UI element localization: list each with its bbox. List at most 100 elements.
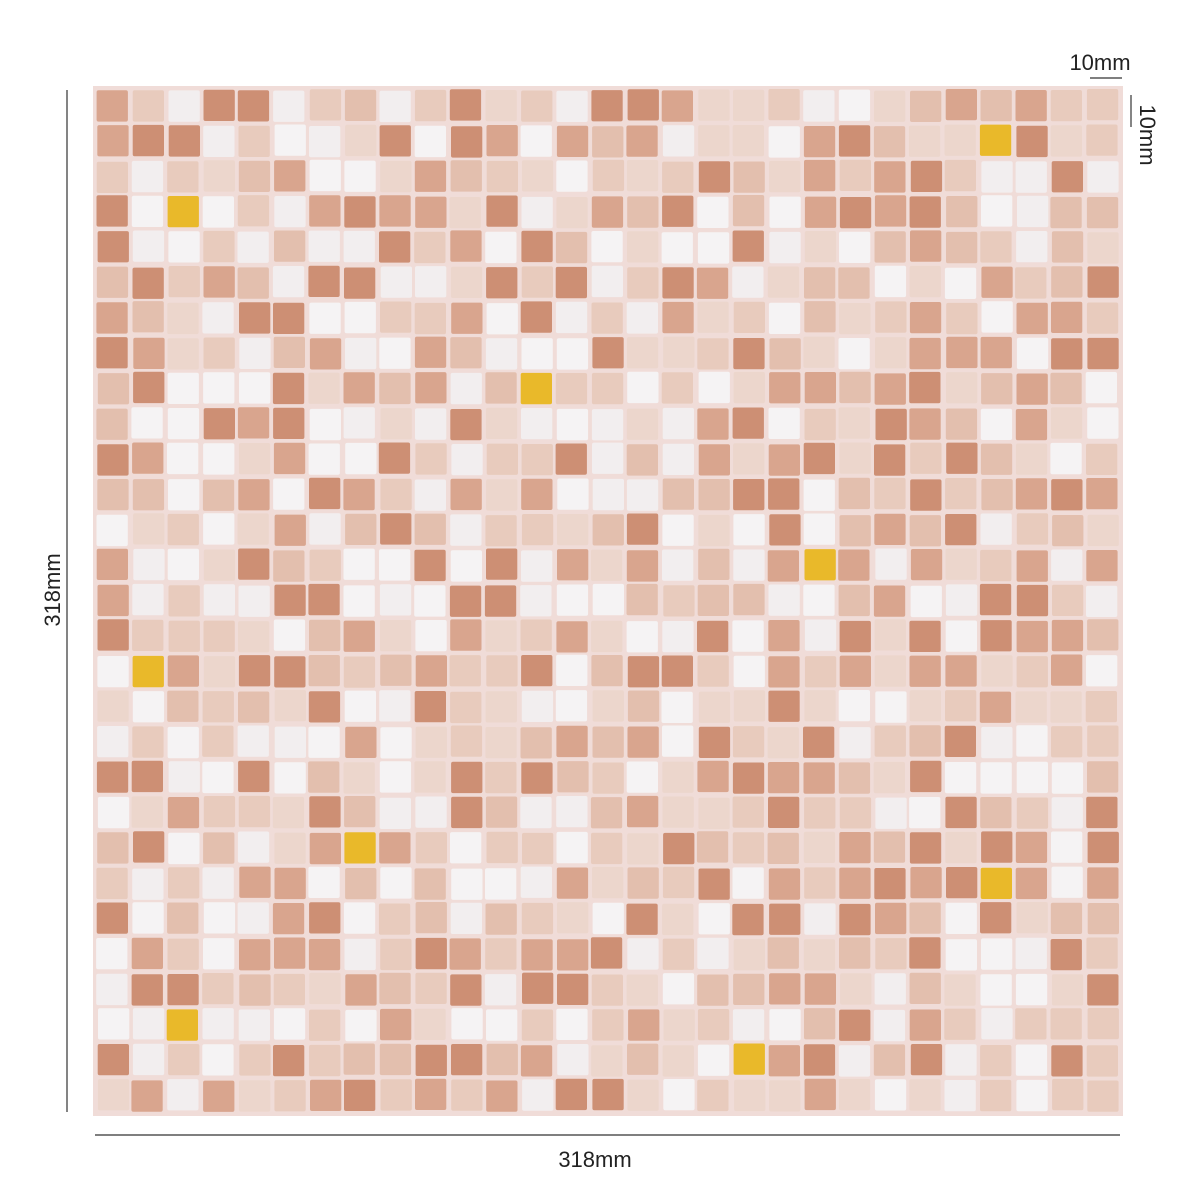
glass-tile (98, 1008, 130, 1040)
glass-tile (415, 443, 447, 475)
glass-tile (838, 584, 870, 617)
glass-tile (378, 442, 411, 474)
glass-tile (273, 973, 305, 1006)
glass-tile (838, 125, 871, 157)
glass-tile (132, 868, 164, 900)
glass-tile (909, 337, 941, 370)
glass-tile (450, 691, 482, 724)
glass-tile (1016, 513, 1049, 545)
glass-tile (486, 479, 518, 511)
glass-tile (202, 1008, 234, 1040)
glass-tile (203, 230, 235, 263)
glass-tile (131, 1080, 163, 1112)
glass-tile (697, 1079, 729, 1112)
glass-tile (592, 690, 624, 722)
glass-tile (237, 195, 270, 227)
glass-tile (168, 479, 200, 511)
glass-tile (450, 902, 482, 934)
glass-tile (274, 689, 306, 722)
glass-tile (415, 1044, 447, 1076)
glass-tile (909, 797, 941, 829)
glass-tile (309, 159, 341, 192)
glass-tile (1051, 619, 1084, 652)
glass-tile (97, 231, 129, 263)
glass-tile (309, 832, 341, 865)
glass-tile (804, 1078, 836, 1111)
glass-tile (239, 939, 271, 971)
glass-tile (97, 619, 129, 651)
glass-tile (131, 796, 163, 828)
glass-tile (661, 691, 693, 723)
glass-tile (343, 762, 375, 794)
glass-tile (946, 336, 978, 369)
glass-tile (238, 160, 271, 192)
glass-tile (981, 655, 1013, 687)
glass-tile (591, 265, 623, 298)
glass-tile (733, 371, 765, 404)
glass-tile (1050, 407, 1083, 439)
glass-tile (239, 302, 271, 334)
glass-tile (415, 937, 447, 970)
glass-tile (557, 939, 589, 971)
glass-tile (380, 1079, 412, 1111)
glass-tile (945, 655, 977, 687)
glass-tile (662, 866, 695, 899)
glass-tile (662, 621, 694, 653)
glass-tile (97, 584, 129, 617)
glass-tile (238, 1009, 270, 1041)
glass-tile (909, 515, 941, 547)
glass-tile (591, 231, 623, 263)
glass-tile (662, 725, 694, 757)
glass-tile (167, 548, 199, 581)
glass-tile (1050, 125, 1082, 157)
glass-tile (946, 231, 978, 264)
glass-tile (804, 656, 837, 688)
glass-tile (944, 974, 976, 1006)
glass-tile (732, 762, 765, 794)
glass-tile (414, 549, 446, 582)
glass-tile (380, 160, 412, 193)
glass-tile (769, 372, 801, 404)
glass-tile (380, 938, 412, 971)
glass-tile (910, 585, 942, 618)
glass-tile (873, 1044, 906, 1076)
glass-tile (874, 868, 906, 900)
glass-tile (486, 267, 518, 299)
glass-tile (944, 1008, 976, 1040)
glass-tile (1017, 195, 1049, 228)
glass-tile (946, 442, 978, 474)
glass-tile (450, 514, 482, 546)
glass-tile (414, 231, 446, 264)
glass-tile (698, 161, 731, 193)
glass-tile (451, 444, 483, 476)
glass-tile (769, 1080, 801, 1112)
glass-tile (697, 1044, 730, 1076)
glass-tile (1015, 267, 1047, 299)
glass-tile (415, 972, 447, 1004)
glass-tile (732, 407, 764, 439)
gold-tile (167, 196, 199, 228)
glass-tile (237, 902, 269, 934)
glass-tile (308, 691, 341, 723)
glass-tile (698, 797, 730, 830)
glass-tile (732, 726, 765, 758)
glass-tile (981, 161, 1013, 193)
glass-tile (274, 726, 306, 758)
glass-tile (627, 1043, 659, 1075)
glass-tile (309, 1044, 341, 1077)
glass-tile (839, 620, 871, 653)
glass-tile (451, 302, 483, 334)
glass-tile (1085, 691, 1117, 723)
glass-tile (839, 797, 872, 829)
glass-tile (131, 195, 164, 227)
glass-tile (414, 1008, 446, 1040)
gold-tile (132, 655, 164, 688)
glass-tile (662, 796, 694, 828)
glass-tile (1016, 584, 1049, 617)
glass-tile (839, 515, 871, 547)
glass-tile (627, 89, 659, 121)
glass-tile (274, 514, 306, 546)
glass-tile (592, 478, 624, 511)
glass-tile (838, 338, 870, 370)
glass-tile (309, 89, 342, 121)
